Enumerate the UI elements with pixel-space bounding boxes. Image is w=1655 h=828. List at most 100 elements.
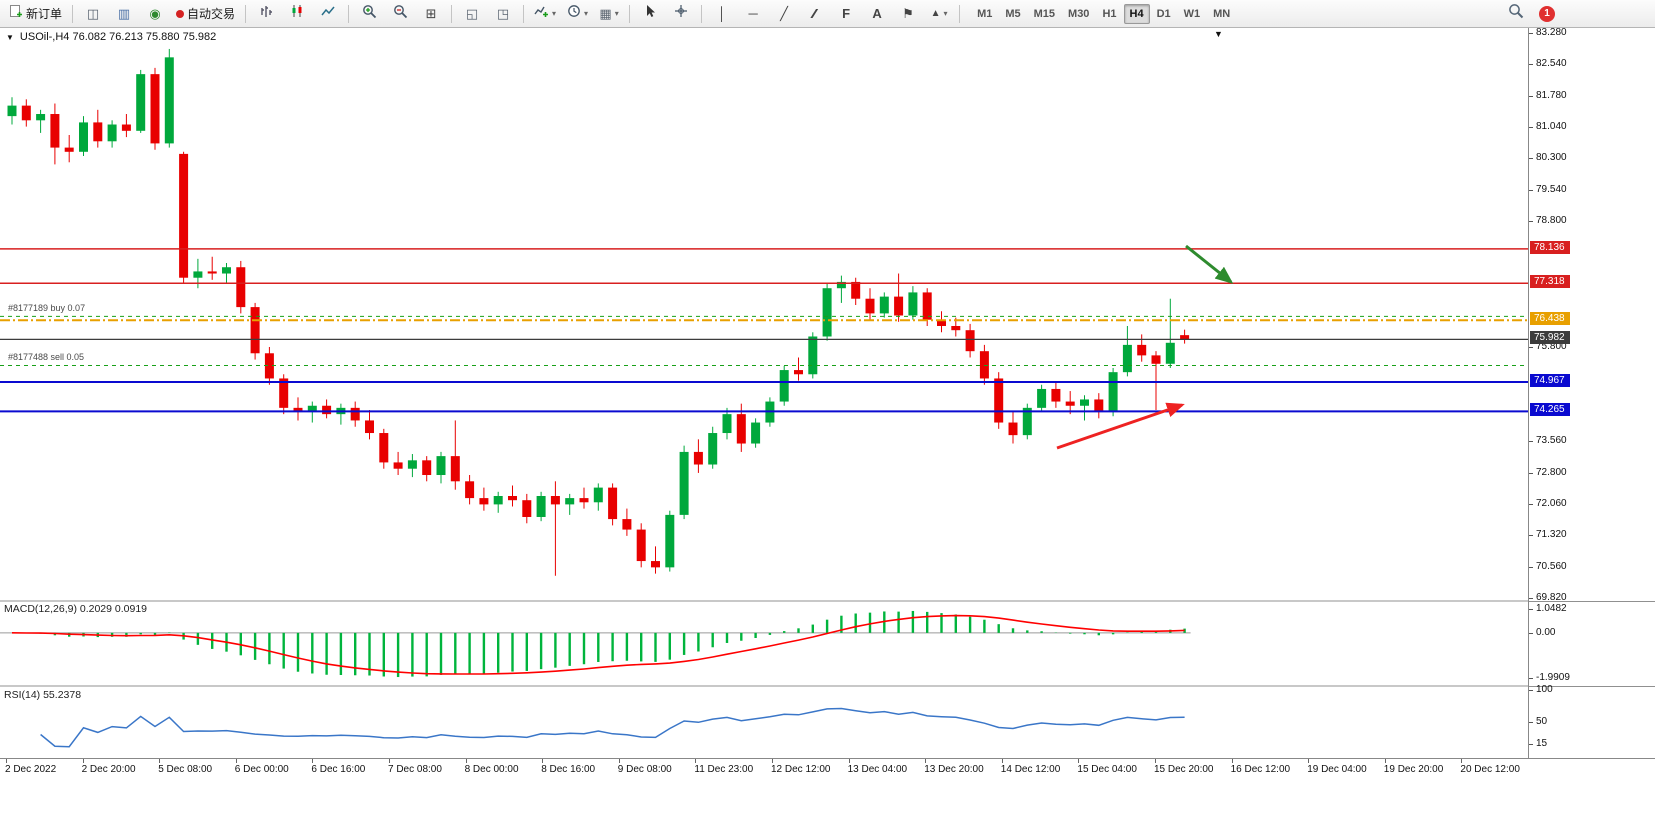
bars-chart-button[interactable]	[251, 2, 281, 26]
chart-window-button[interactable]: ◫	[78, 2, 108, 26]
timeframe-D1[interactable]: D1	[1156, 7, 1171, 20]
shapes-tool-button[interactable]: ▲ ▾	[924, 2, 954, 26]
fibonacci-tool-button[interactable]: F	[831, 2, 861, 26]
cascade-windows-button[interactable]: ◱	[457, 2, 487, 26]
time-axis-label: 2 Dec 2022	[5, 764, 57, 775]
label-tool-button[interactable]: ⚑	[893, 2, 923, 26]
tile-windows-button[interactable]: ⊞	[416, 2, 446, 26]
axis-tick	[1529, 598, 1533, 599]
timeframe-M15[interactable]: M15	[1033, 7, 1056, 20]
price-badge: 76.438	[1530, 312, 1570, 326]
time-axis-label: 20 Dec 12:00	[1460, 764, 1520, 775]
rsi-axis-label: 50	[1536, 715, 1548, 727]
price-badge: 74.265	[1530, 403, 1570, 417]
axis-tick	[1529, 221, 1533, 223]
vertical-line-tool-button[interactable]: │	[707, 2, 737, 26]
axis-tick	[1529, 535, 1533, 537]
axis-separator	[1529, 686, 1655, 687]
time-axis-label: 6 Dec 16:00	[311, 764, 366, 775]
cursor-button[interactable]	[635, 2, 665, 26]
timeframe-H4[interactable]: H4	[1123, 3, 1150, 24]
chart-window-icon: ◫	[86, 6, 100, 21]
time-tick	[312, 759, 314, 763]
chevron-down-icon: ▾	[552, 8, 557, 18]
time-axis[interactable]: 2 Dec 2022 2 Dec 20:00 5 Dec 08:00 6 Dec 00…	[0, 758, 1655, 828]
macd-axis-label: 1.0482	[1536, 603, 1567, 615]
periods-button[interactable]: ▾	[562, 2, 593, 26]
bars-chart-icon	[259, 4, 273, 23]
price-badge: 77.318	[1530, 275, 1570, 289]
text-tool-button[interactable]: A	[862, 2, 892, 26]
cursor-icon	[644, 4, 657, 23]
arrange-windows-icon: ◳	[496, 6, 510, 21]
axis-tick	[1529, 189, 1533, 191]
timeframe-M5[interactable]: M5	[1005, 7, 1021, 20]
chevron-down-icon: ▾	[943, 8, 948, 18]
trendline-tool-button[interactable]: ╱	[769, 2, 799, 26]
auto-trading-button[interactable]: 自动交易	[171, 2, 240, 26]
timeframe-MN[interactable]: MN	[1213, 7, 1231, 20]
time-axis-label: 13 Dec 20:00	[924, 764, 984, 775]
notification-badge[interactable]: 1	[1539, 5, 1555, 22]
position-label: #8177189 buy 0.07	[8, 303, 86, 314]
time-axis-label: 19 Dec 04:00	[1307, 764, 1367, 775]
tile-windows-icon: ⊞	[425, 6, 437, 21]
arrange-windows-button[interactable]: ◳	[488, 2, 518, 26]
horizontal-line-tool-button[interactable]: ─	[738, 2, 768, 26]
timeframe-M1[interactable]: M1	[977, 7, 993, 20]
line-chart-button[interactable]	[313, 2, 343, 26]
indicators-add-icon	[534, 4, 549, 23]
chevron-down-icon: ▾	[614, 8, 619, 18]
time-tick	[6, 759, 7, 763]
price-axis-label: 70.560	[1536, 560, 1567, 572]
time-axis-label: 5 Dec 08:00	[158, 764, 213, 775]
time-tick	[1231, 759, 1233, 763]
divider	[348, 4, 350, 23]
zoom-in-button[interactable]	[354, 2, 384, 26]
horizontal-line-icon: ─	[748, 6, 758, 21]
time-axis-label: 2 Dec 20:00	[81, 764, 136, 775]
macd-axis-label: 0.00	[1536, 626, 1556, 638]
search-button[interactable]	[1501, 2, 1531, 26]
candles-chart-button[interactable]	[282, 2, 312, 26]
zoom-out-icon	[393, 4, 408, 24]
price-axis-label: 79.540	[1536, 183, 1567, 195]
timeframe-toolbar: M1 M5 M15 M30 H1 H4 D1 W1 MN	[971, 3, 1236, 24]
axis-tick	[1529, 346, 1533, 348]
new-order-icon	[9, 4, 23, 23]
zoom-out-button[interactable]	[385, 2, 415, 26]
market-watch-button[interactable]: ◉	[140, 2, 170, 26]
axis-tick	[1529, 744, 1533, 745]
rsi-axis-label: 15	[1536, 738, 1548, 749]
templates-icon: ▦	[599, 6, 612, 21]
timeframe-M30[interactable]: M30	[1068, 7, 1090, 20]
timeframe-W1[interactable]: W1	[1183, 7, 1201, 20]
axis-tick	[1529, 158, 1533, 160]
divider	[451, 4, 453, 23]
price-axis[interactable]: 83.280 82.540 81.780 81.040 80.300 79.540 78.8…	[1528, 27, 1655, 758]
price-axis-label: 73.560	[1536, 435, 1567, 446]
chart-area[interactable]: ▼ USOil-,H4 76.082 76.213 75.880 75.982 …	[0, 28, 1528, 758]
price-badge: 78.136	[1530, 240, 1570, 254]
divider	[701, 4, 703, 23]
axis-tick	[1529, 690, 1533, 691]
axis-separator	[1529, 601, 1655, 602]
templates-button[interactable]: ▦ ▾	[594, 2, 624, 26]
indicators-button[interactable]: ▾	[529, 2, 561, 26]
rsi-axis-label: 100	[1536, 684, 1553, 695]
profiles-button[interactable]: ▥	[109, 2, 139, 26]
axis-tick	[1529, 632, 1533, 634]
new-order-button[interactable]: 新订单	[4, 2, 67, 26]
axis-tick	[1529, 566, 1533, 568]
line-chart-icon	[321, 4, 335, 23]
channel-tool-button[interactable]: ∕∕	[800, 2, 830, 26]
divider	[629, 4, 631, 23]
one-click-trading-toggle[interactable]: ▼	[6, 32, 14, 42]
time-tick	[542, 759, 544, 763]
time-tick	[1155, 759, 1156, 763]
time-axis-label: 8 Dec 00:00	[464, 764, 519, 775]
candles-chart-icon	[290, 4, 304, 23]
timeframe-H1[interactable]: H1	[1102, 7, 1117, 20]
crosshair-button[interactable]	[666, 2, 696, 26]
